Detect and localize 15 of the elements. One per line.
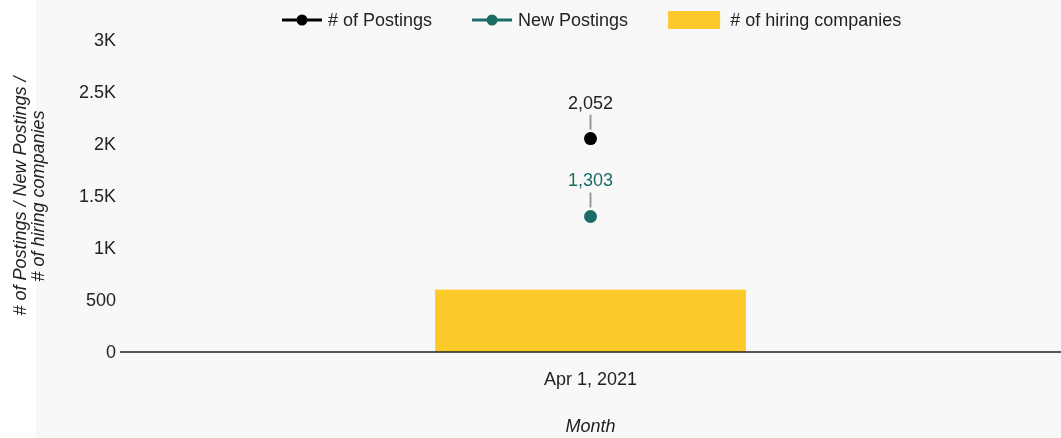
y-tick-label: 1K [93, 238, 116, 259]
data-label: 1,303 [567, 170, 614, 191]
y-tick-label: 1.5K [78, 186, 116, 207]
legend-label: # of hiring companies [730, 10, 902, 30]
y-tick-label: 500 [85, 290, 116, 311]
y-tick-label: 0 [105, 342, 116, 363]
y-axis-title: # of Postings / New Postings / # of hiring companies [10, 74, 48, 316]
y-tick-label: 3K [93, 30, 116, 51]
legend-label: New Postings [518, 10, 629, 30]
x-axis-title: Month [565, 416, 616, 436]
x-tick-label: Apr 1, 2021 [543, 369, 638, 389]
legend-label: # of Postings [328, 10, 433, 30]
data-label: 2,052 [567, 92, 614, 113]
y-tick-label: 2K [93, 134, 116, 155]
y-tick-label: 2.5K [78, 82, 116, 103]
